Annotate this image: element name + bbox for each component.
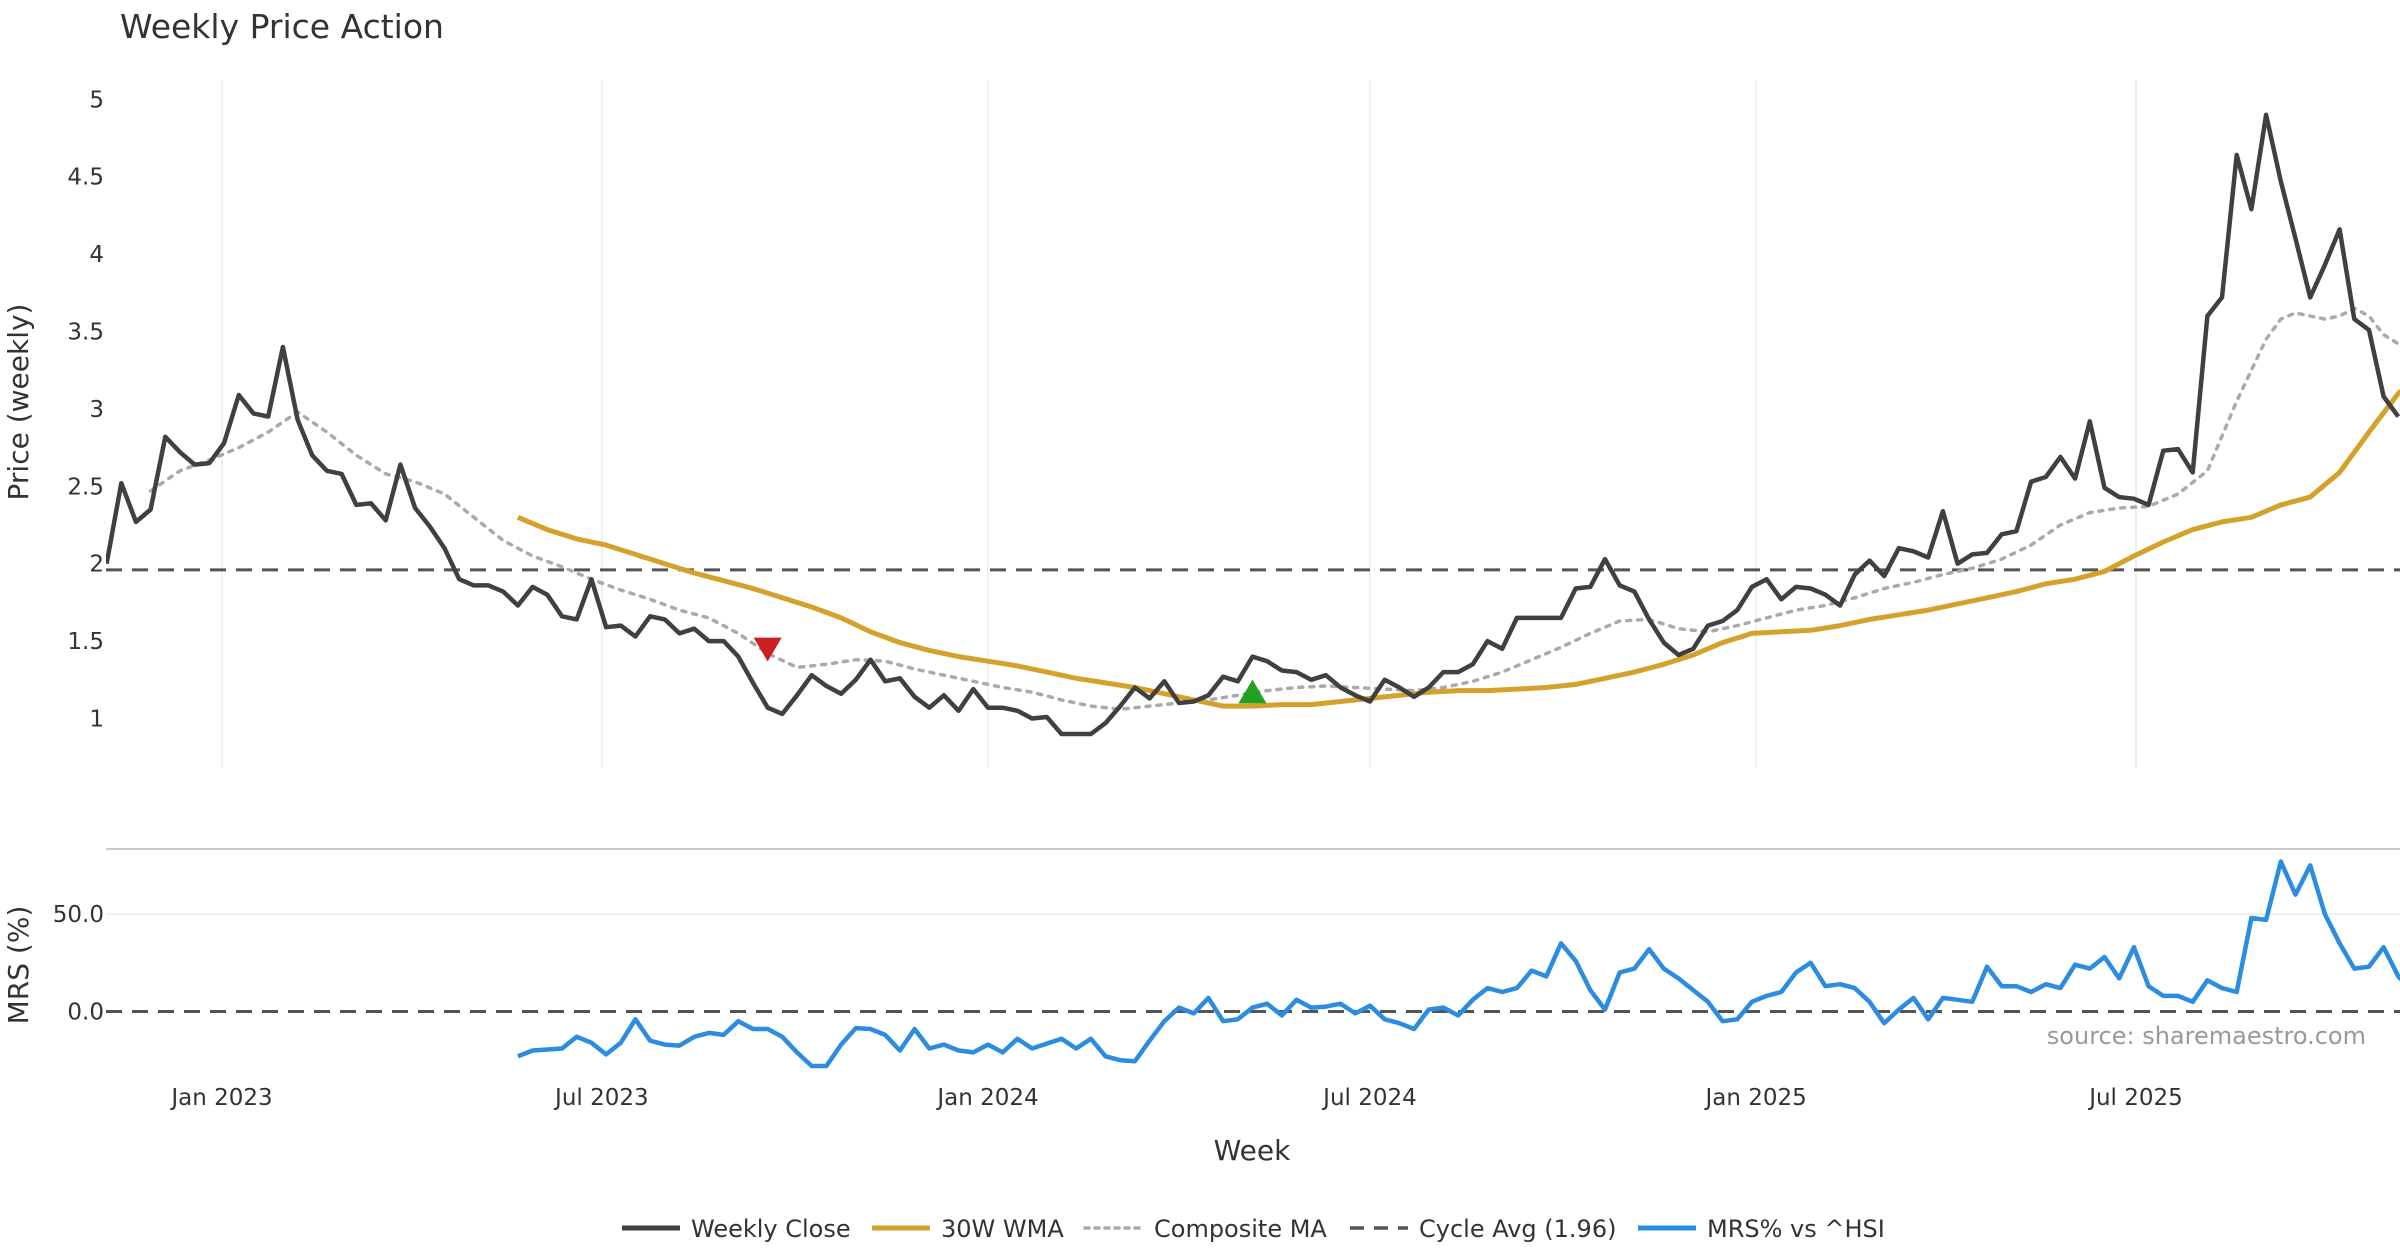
price-y-tick: 4.5: [67, 165, 104, 191]
mrs-y-tick: 0.0: [67, 1000, 104, 1026]
source-label: source: sharemaestro.com: [2047, 1022, 2366, 1050]
x-ticks: Jan 2023 Jul 2023 Jan 2024 Jul 2024 Jan 2025…: [169, 1085, 2182, 1111]
legend-label: Cycle Avg (1.96): [1419, 1215, 1616, 1243]
legend-item: Cycle Avg (1.96): [1350, 1215, 1616, 1243]
price-y-tick: 1: [89, 707, 104, 733]
price-series: [106, 112, 2400, 737]
chart-title: Weekly Price Action: [120, 7, 444, 46]
price-y-tick: 2.5: [67, 474, 104, 500]
series-mrs-vs-hsi: [517, 859, 2400, 1069]
series-composite-ma: [148, 306, 2400, 711]
x-tick: Jan 2023: [169, 1085, 272, 1111]
x-tick: Jan 2025: [1703, 1085, 1806, 1111]
x-tick: Jul 2024: [1321, 1085, 1417, 1111]
price-y-axis-title: Price (weekly): [2, 304, 35, 501]
legend-item: MRS% vs ^HSI: [1638, 1215, 1885, 1243]
mrs-y-tick: 50.0: [53, 902, 104, 928]
mrs-y-ticks: 0.0 50.0: [53, 902, 104, 1025]
legend-label: Weekly Close: [691, 1215, 851, 1243]
series-30w-wma: [516, 388, 2400, 709]
buy-signal-marker: [1238, 679, 1267, 704]
price-y-ticks: 1 1.5 2 2.5 3 3.5 4 4.5 5: [67, 87, 104, 732]
price-y-tick: 3: [89, 397, 104, 423]
legend-item: 30W WMA: [872, 1215, 1064, 1243]
series-weekly-close: [106, 112, 2400, 737]
legend-item: Composite MA: [1083, 1215, 1327, 1243]
x-tick: Jul 2025: [2087, 1085, 2183, 1111]
price-y-tick: 4: [89, 242, 104, 268]
x-tick: Jul 2023: [553, 1085, 649, 1111]
legend: Weekly Close 30W WMA Composite MA Cycle Avg…: [622, 1215, 1885, 1243]
legend-item: Weekly Close: [622, 1215, 851, 1243]
price-y-tick: 2: [89, 552, 104, 578]
legend-label: MRS% vs ^HSI: [1707, 1215, 1885, 1243]
price-y-tick: 3.5: [67, 320, 104, 346]
legend-label: 30W WMA: [941, 1215, 1064, 1243]
sell-signal-marker: [753, 637, 782, 662]
price-y-tick: 5: [89, 87, 104, 113]
x-tick: Jan 2024: [935, 1085, 1038, 1111]
mrs-series: [517, 859, 2400, 1069]
mrs-y-axis-title: MRS (%): [2, 906, 35, 1025]
price-grid: [221, 80, 2137, 768]
price-y-tick: 1.5: [67, 629, 104, 655]
signal-markers: [753, 637, 1267, 704]
legend-label: Composite MA: [1154, 1215, 1327, 1243]
x-axis-title: Week: [1214, 1134, 1291, 1167]
